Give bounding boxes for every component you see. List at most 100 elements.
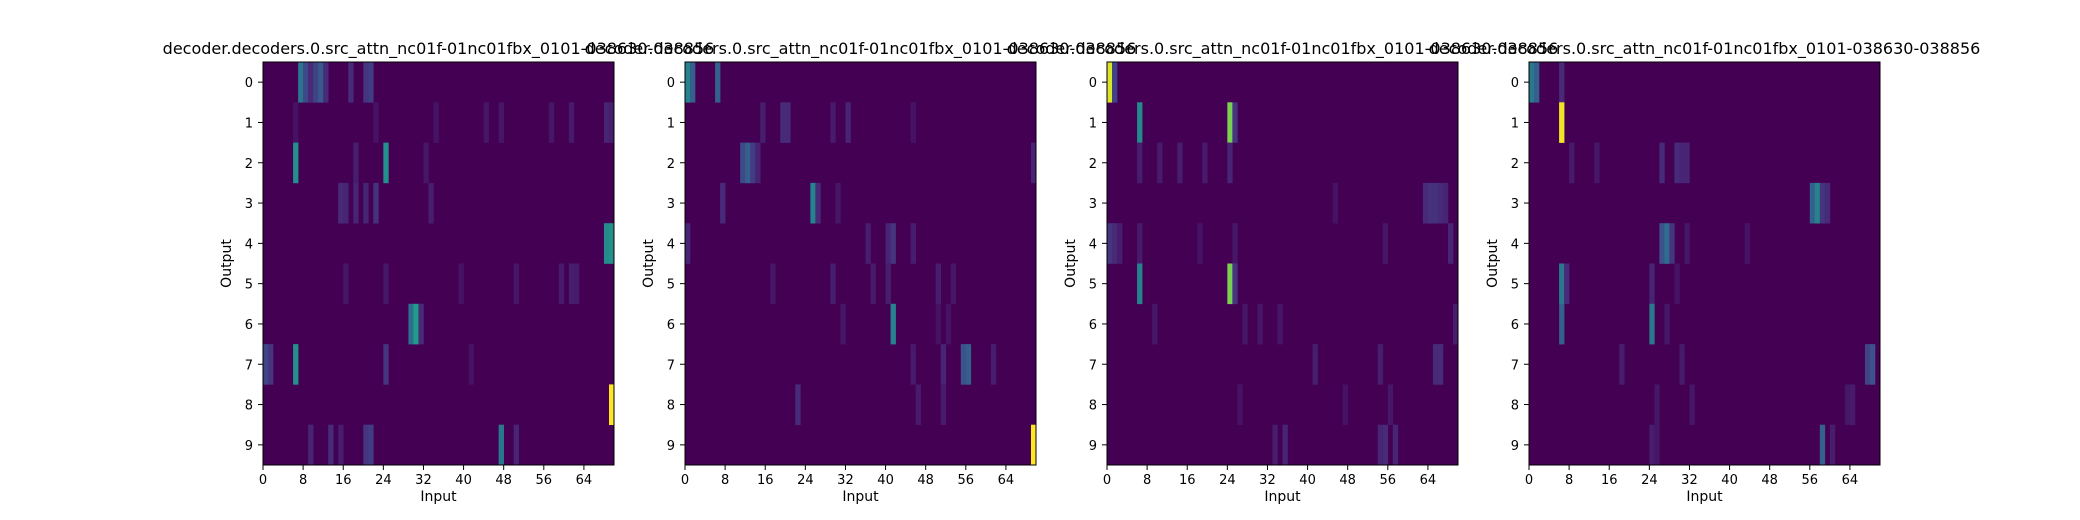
- x-axis-label: Input: [1264, 489, 1301, 505]
- heatmap-cell: [1232, 223, 1238, 264]
- heatmap-cell: [1814, 182, 1821, 224]
- heatmap-cell: [910, 223, 916, 264]
- heatmap-cell: [1559, 263, 1565, 305]
- heatmap-cell: [1689, 384, 1695, 425]
- heatmap-cell: [1437, 182, 1444, 224]
- plot-frame: [262, 61, 615, 466]
- x-tick-label: 16: [1601, 473, 1618, 488]
- heatmap-cell: [830, 102, 836, 143]
- heatmap-cell: [498, 424, 504, 466]
- heatmap-cell: [815, 182, 821, 224]
- heatmap-cell: [950, 263, 957, 305]
- heatmap-cell: [1232, 102, 1238, 143]
- y-tick-label: 0: [667, 76, 675, 91]
- heatmap-cell: [1392, 424, 1399, 466]
- x-tick-label: 8: [1143, 473, 1151, 488]
- heatmap-cell: [308, 424, 314, 466]
- y-axis-label: Output: [219, 239, 235, 288]
- heatmap-cell: [1809, 182, 1816, 224]
- chart-title: decoder.decoders.0.src_attn_nc01f-01nc01…: [163, 39, 715, 59]
- heatmap-cell: [1137, 102, 1143, 143]
- heatmap-cell: [835, 182, 841, 224]
- y-tick-label: 6: [1511, 318, 1519, 333]
- x-tick-label: 24: [375, 473, 392, 488]
- heatmap-cell: [608, 384, 615, 425]
- y-tick-label: 4: [667, 237, 675, 252]
- chart-title: decoder.decoders.0.src_attn_nc01f-01nc01…: [1007, 39, 1559, 59]
- y-tick-label: 1: [1089, 116, 1097, 131]
- heatmap-cell: [940, 384, 947, 425]
- y-tick-label: 0: [245, 76, 253, 91]
- heatmap-panel-3: 0 8 16 24 32 40 48 56 640123456789InputOutputdec…: [1007, 39, 1559, 505]
- y-tick-label: 7: [245, 358, 253, 373]
- heatmap-cell: [363, 424, 369, 466]
- x-tick-label: 32: [415, 473, 432, 488]
- heatmap-cell: [428, 182, 434, 224]
- x-axis-label: Input: [842, 489, 879, 505]
- heatmap-cell: [483, 102, 489, 143]
- heatmap-cell: [338, 182, 344, 224]
- heatmap-cell: [1107, 62, 1113, 103]
- x-tick-label: 48: [1339, 473, 1356, 488]
- heatmap-cell: [498, 102, 504, 143]
- heatmap-cell: [1137, 142, 1143, 184]
- heatmap-cell: [1564, 263, 1570, 305]
- heatmap-cell: [885, 223, 891, 264]
- heatmap-cell: [1664, 303, 1670, 345]
- heatmap-cell: [383, 263, 389, 305]
- heatmap-cell: [1649, 303, 1655, 345]
- heatmap-cell: [1619, 344, 1625, 385]
- heatmap-cell: [353, 182, 359, 224]
- y-tick-label: 8: [667, 399, 675, 414]
- y-tick-label: 7: [1511, 358, 1519, 373]
- heatmap-cell: [830, 263, 836, 305]
- heatmap-panels: 0 8 16 24 32 40 48 56 640123456789InputOutputdec…: [163, 39, 1981, 505]
- heatmap-cell: [845, 102, 851, 143]
- heatmap-cell: [865, 223, 871, 264]
- plot-frame: [1106, 61, 1459, 466]
- x-tick-label: 16: [335, 473, 352, 488]
- x-tick-label: 48: [495, 473, 512, 488]
- y-tick-label: 2: [245, 157, 253, 172]
- x-tick-label: 64: [576, 473, 593, 488]
- heatmap-cell: [1427, 182, 1434, 224]
- heatmap-cell: [1844, 384, 1851, 425]
- heatmap-cell: [1312, 344, 1318, 385]
- heatmap-cell: [1432, 182, 1439, 224]
- heatmap-cell: [795, 384, 801, 425]
- heatmap-cell: [263, 344, 269, 385]
- heatmap-cell: [1242, 303, 1248, 345]
- heatmap-cell: [603, 102, 610, 143]
- heatmap-cell: [1824, 182, 1831, 224]
- heatmap-cell: [383, 142, 389, 184]
- heatmap-cell: [690, 62, 696, 103]
- heatmap-cell: [910, 102, 916, 143]
- heatmap-panel-1: 0 8 16 24 32 40 48 56 640123456789InputOutputdec…: [163, 39, 715, 505]
- y-tick-label: 5: [667, 278, 675, 293]
- heatmap-cell: [965, 344, 972, 385]
- x-tick-label: 32: [1681, 473, 1698, 488]
- x-tick-label: 40: [1721, 473, 1738, 488]
- x-tick-label: 32: [837, 473, 854, 488]
- heatmap-cell: [1237, 384, 1243, 425]
- heatmap-cell: [1659, 142, 1665, 184]
- heatmap-cell: [685, 223, 691, 264]
- heatmap-cell: [780, 102, 786, 143]
- heatmap-cell: [1112, 223, 1118, 264]
- heatmap-cell: [1559, 62, 1565, 103]
- y-tick-label: 6: [245, 318, 253, 333]
- x-tick-label: 56: [1380, 473, 1397, 488]
- heatmap-cell: [608, 102, 615, 143]
- y-tick-label: 3: [1511, 197, 1519, 212]
- y-tick-label: 8: [1089, 399, 1097, 414]
- heatmap-cell: [1864, 344, 1871, 385]
- heatmap-cell: [1869, 344, 1876, 385]
- heatmap-cell: [458, 263, 464, 305]
- y-tick-label: 9: [1511, 439, 1519, 454]
- y-tick-label: 2: [1089, 157, 1097, 172]
- heatmap-cell: [945, 303, 952, 345]
- heatmap-cell: [910, 344, 916, 385]
- heatmap-cell: [1377, 424, 1384, 466]
- heatmap-cell: [368, 424, 374, 466]
- heatmap-cell: [1137, 263, 1143, 305]
